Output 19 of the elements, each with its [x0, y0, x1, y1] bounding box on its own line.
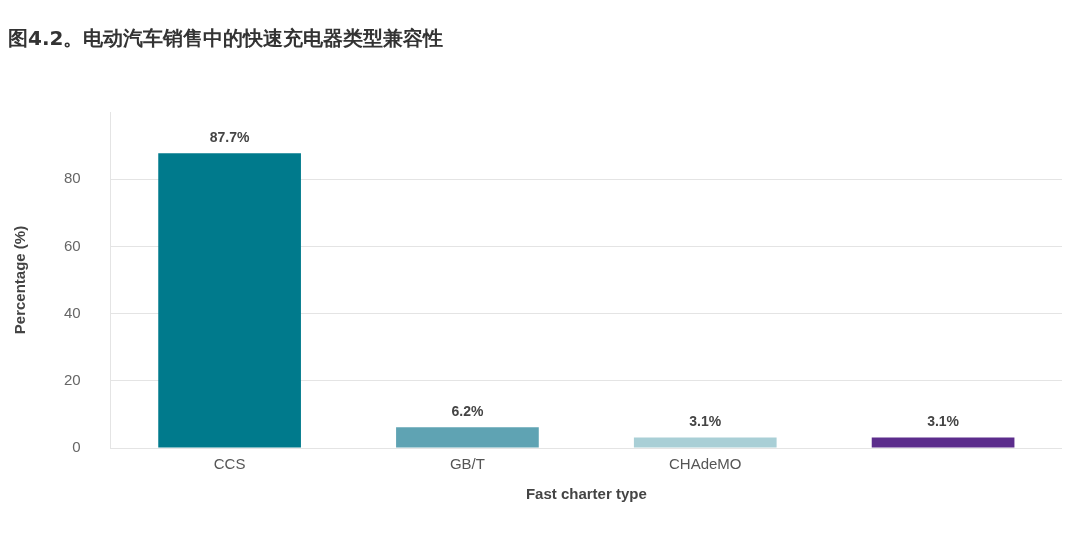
data-label: 3.1% [689, 413, 722, 430]
bar [871, 437, 1015, 448]
x-axis-title: Fast charter type [525, 485, 647, 503]
data-label: 6.2% [451, 403, 484, 420]
data-label: 87.7% [209, 129, 250, 146]
y-tick-label: 20 [64, 370, 81, 388]
bar [633, 437, 777, 448]
y-tick-label: 60 [64, 236, 81, 254]
data-label: 3.1% [927, 413, 960, 430]
y-tick-label: 0 [72, 438, 81, 456]
y-tick-label: 40 [64, 303, 81, 321]
bar [396, 427, 539, 448]
y-tick-label: 80 [64, 169, 81, 187]
y-axis-title: Percentage (%) [11, 225, 29, 335]
bar [158, 153, 301, 448]
x-tick-label: CCS [213, 455, 246, 473]
chart-title: 图4.2。电动汽车销售中的快速充电器类型兼容性 [8, 26, 444, 51]
x-tick-label: CHAdeMO [668, 455, 742, 473]
x-tick-label: GB/T [449, 455, 485, 473]
